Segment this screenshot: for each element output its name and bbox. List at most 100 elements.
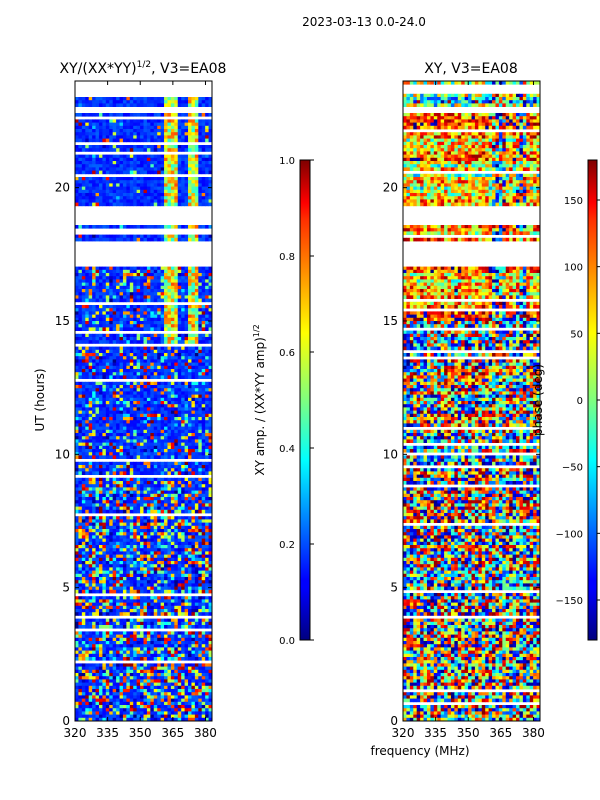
heatmap-cell [98,564,103,568]
heatmap-cell [205,525,209,530]
heatmap-cell [136,289,141,293]
heatmap-cell [198,557,203,562]
heatmap-cell [95,340,100,344]
heatmap-cell [160,138,165,143]
heatmap-cell [208,487,212,491]
heatmap-cell [146,164,151,168]
heatmap-cell [194,157,199,162]
heatmap-cell [95,577,100,581]
heatmap-cell [140,269,144,274]
heatmap-cell [133,269,138,274]
heatmap-cell [184,362,189,367]
heatmap-cell [191,161,196,165]
heatmap-cell [167,541,172,546]
heatmap-cell [78,487,83,491]
heatmap-cell [140,308,144,312]
heatmap-cell [194,202,199,207]
heatmap-cell [194,365,199,370]
heatmap-cell [170,186,175,191]
heatmap-cell [174,439,179,443]
heatmap-cell [129,487,134,491]
heatmap-cell [122,167,127,171]
heatmap-cell [198,391,203,395]
heatmap-cell [122,333,127,338]
heatmap-cell [98,484,103,488]
heatmap-cell [177,557,182,562]
heatmap-cell [150,516,155,520]
heatmap-cell [78,420,83,424]
heatmap-cell [184,436,189,440]
heatmap-cell [181,487,185,491]
heatmap-cell [181,407,185,411]
heatmap-cell [119,493,124,498]
heatmap-cell [167,135,172,139]
heatmap-cell [136,397,141,402]
heatmap-cell [109,305,114,309]
heatmap-cell [205,295,209,299]
heatmap-cell [126,455,131,459]
heatmap-cell [116,522,120,527]
heatmap-cell [177,500,182,504]
heatmap-cell [122,314,127,319]
heatmap-cell [181,202,185,207]
heatmap-cell [98,548,103,552]
heatmap-cell [112,356,117,360]
heatmap-cell [105,442,110,447]
heatmap-cell [177,394,182,399]
heatmap-cell [184,471,189,475]
heatmap-cell [126,433,131,437]
heatmap-cell [126,337,131,341]
heatmap-cell [167,439,172,443]
heatmap-cell [78,273,83,277]
heatmap-cell [205,321,209,325]
heatmap-cell [126,391,131,395]
heatmap-cell [153,439,158,443]
heatmap-cell [153,276,158,280]
heatmap-cell [92,468,96,472]
heatmap-cell [136,583,141,587]
heatmap-cell [129,365,134,370]
heatmap-cell [95,349,100,354]
heatmap-cell [157,375,162,379]
heatmap-cell [112,314,117,319]
heatmap-cell [157,439,162,443]
heatmap-cell [133,273,138,277]
heatmap-cell [136,439,141,443]
heatmap-cell [164,541,168,546]
heatmap-cell [78,573,83,578]
heatmap-cell [136,455,141,459]
heatmap-cell [170,548,175,552]
heatmap-cell [92,314,96,319]
heatmap-cell [95,132,100,136]
heatmap-cell [184,157,189,162]
heatmap-cell [78,391,83,395]
heatmap-cell [92,189,96,194]
heatmap-cell [98,529,103,533]
heatmap-cell [177,193,182,197]
heatmap-cell [122,138,127,143]
heatmap-cell [153,321,158,325]
heatmap-cell [98,100,103,104]
heatmap-cell [98,145,103,149]
heatmap-cell [122,372,127,376]
heatmap-cell [167,314,172,319]
heatmap-cell [146,282,151,287]
heatmap-cell [143,138,148,143]
heatmap-cell [119,298,124,303]
heatmap-cell [184,497,189,501]
heatmap-cell [160,468,165,472]
heatmap-cell [140,324,144,328]
heatmap-cell [95,401,100,405]
heatmap-cell [85,292,90,296]
heatmap-cell [181,525,185,530]
heatmap-cell [160,202,165,207]
heatmap-cell [119,311,124,315]
heatmap-cell [102,167,107,171]
heatmap-cell [129,465,134,469]
heatmap-cell [150,157,155,162]
heatmap-cell [198,519,203,523]
heatmap-cell [78,135,83,139]
heatmap-cell [122,157,127,162]
heatmap-cell [184,148,189,152]
heatmap-cell [208,577,212,581]
